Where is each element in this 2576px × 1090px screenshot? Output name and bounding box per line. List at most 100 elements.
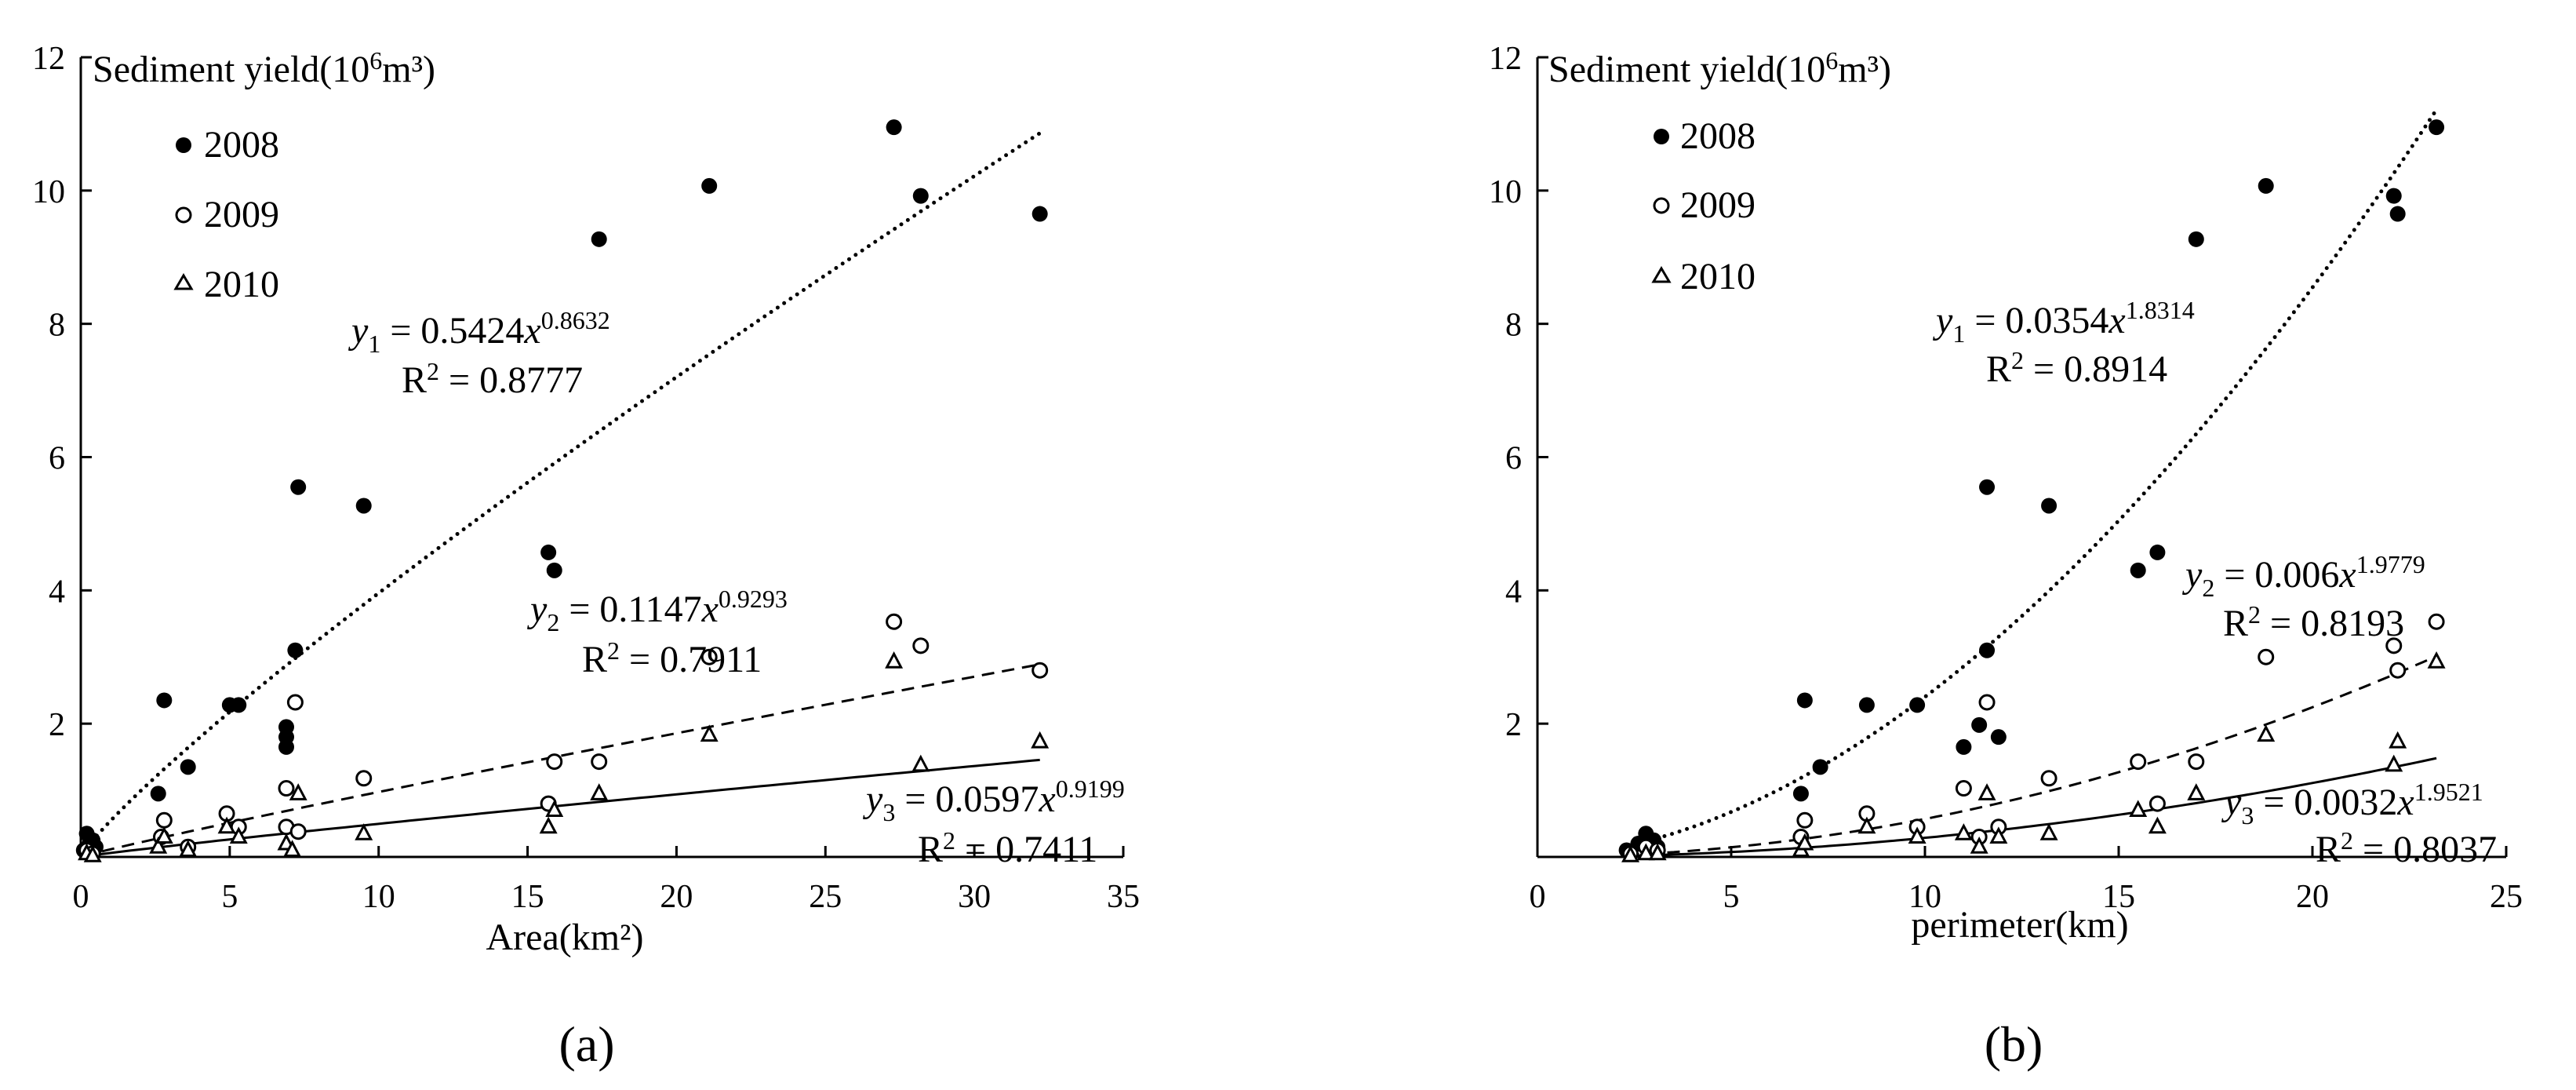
- fit-equation-y2: y2 = 0.006x1.9779: [2181, 550, 2425, 602]
- data-point-2010: [149, 837, 168, 854]
- data-point-2010: [1636, 843, 1655, 861]
- data-point-2008: [1971, 716, 1988, 733]
- data-point-2010: [217, 816, 236, 834]
- fit-equation-y1: y1 = 0.0354x1.8314: [1932, 296, 2195, 348]
- y-tick-label: 2: [49, 707, 65, 743]
- data-point-2009: [1955, 780, 1972, 797]
- legend-label-2010: 2010: [1680, 256, 1756, 297]
- legend-label-2009: 2009: [204, 194, 279, 235]
- fit-equation-y3: y3 = 0.0032x1.9521: [2221, 778, 2483, 829]
- data-point-2008: [2130, 562, 2146, 578]
- data-point-2009: [2130, 753, 2147, 771]
- data-point-2008: [1796, 692, 1813, 709]
- panel-label-a: (a): [558, 1016, 614, 1072]
- x-tick-label: 25: [809, 879, 842, 915]
- data-point-2010: [355, 823, 373, 840]
- x-tick-label: 10: [1908, 879, 1941, 915]
- x-tick-label: 15: [2102, 879, 2135, 915]
- legend-marker-2008: [1654, 129, 1669, 144]
- data-point-2010: [2389, 731, 2407, 749]
- data-point-2010: [1621, 845, 1640, 862]
- data-point-2010: [1648, 843, 1667, 861]
- data-point-2010: [2427, 651, 2446, 669]
- y-tick-label: 4: [49, 574, 65, 610]
- data-point-2009: [886, 613, 903, 630]
- legend-marker-2009: [1653, 197, 1670, 214]
- data-point-2008: [1031, 206, 1048, 222]
- data-point-2009: [2428, 613, 2445, 630]
- data-point-2010: [2039, 823, 2058, 840]
- data-point-2010: [2187, 783, 2206, 800]
- data-point-2008: [150, 786, 166, 802]
- fit-equation-y1: y1 = 0.5424x0.8632: [347, 306, 610, 358]
- data-point-2010: [1954, 823, 1973, 840]
- data-point-2008: [290, 479, 307, 495]
- data-point-2010: [1031, 731, 1050, 749]
- data-point-2009: [1796, 811, 1814, 829]
- data-point-2010: [1989, 826, 2008, 844]
- data-point-2008: [1979, 479, 1996, 495]
- data-point-2008: [355, 498, 372, 514]
- data-point-2009: [546, 753, 563, 771]
- x-tick-label: 5: [1723, 879, 1740, 915]
- data-point-2008: [2429, 119, 2445, 136]
- data-point-2008: [231, 697, 247, 713]
- y-axis-label: Sediment yield(106m³): [93, 46, 435, 90]
- data-point-2010: [2148, 816, 2167, 834]
- data-point-2008: [287, 642, 304, 658]
- legend: 2008 2009 2010: [173, 124, 279, 305]
- data-point-2009: [355, 770, 373, 787]
- data-point-2008: [2188, 231, 2204, 247]
- data-point-2010: [155, 826, 173, 844]
- legend-marker-2010: [1651, 266, 1672, 283]
- x-tick-label: 15: [511, 879, 544, 915]
- x-tick-label: 30: [958, 879, 991, 915]
- data-point-2008: [1990, 729, 2007, 746]
- y-tick-label: 6: [49, 441, 65, 477]
- data-point-2010: [1970, 837, 1988, 854]
- legend-label-2009: 2009: [1680, 184, 1756, 226]
- data-point-2008: [2258, 177, 2274, 194]
- data-point-2010: [539, 816, 558, 834]
- data-point-2009: [2188, 753, 2205, 771]
- legend-label-2008: 2008: [204, 124, 279, 166]
- fit-line-y1: [80, 131, 1042, 856]
- x-tick-label: 0: [1530, 879, 1546, 915]
- data-point-2009: [2258, 648, 2275, 665]
- data-point-2009: [591, 753, 608, 771]
- fit-equation-y3: y3 = 0.0597x0.9199: [862, 775, 1125, 826]
- x-tick-label: 20: [660, 879, 693, 915]
- legend-marker-2008: [176, 137, 191, 153]
- fit-r2-y2: R2 = 0.7911: [582, 636, 762, 680]
- data-point-2010: [2385, 754, 2403, 772]
- data-point-2008: [2149, 544, 2166, 560]
- data-point-2008: [180, 759, 196, 775]
- y-axis-label: Sediment yield(106m³): [1548, 46, 1891, 90]
- x-tick-label: 35: [1107, 879, 1140, 915]
- data-point-2010: [700, 724, 719, 742]
- data-point-2009: [289, 823, 307, 840]
- data-point-2008: [546, 562, 562, 578]
- y-tick-label: 4: [1505, 574, 1522, 610]
- data-point-2008: [1956, 738, 1972, 755]
- data-point-2008: [2385, 188, 2402, 204]
- fit-line-y2: [1626, 654, 2437, 856]
- data-point-2009: [700, 648, 718, 665]
- data-point-2010: [590, 783, 609, 800]
- y-tick-label: 8: [49, 308, 65, 344]
- data-point-2010: [289, 783, 307, 800]
- data-point-2010: [83, 845, 102, 862]
- data-point-2009: [286, 694, 304, 711]
- data-point-2009: [278, 780, 295, 797]
- data-point-2010: [545, 800, 564, 818]
- legend-marker-2009: [175, 206, 192, 224]
- y-tick-label: 10: [32, 174, 65, 210]
- x-tick-label: 20: [2296, 879, 2329, 915]
- data-point-2008: [1979, 642, 1996, 658]
- y-tick-label: 12: [1489, 41, 1522, 77]
- y-tick-label: 12: [32, 41, 65, 77]
- data-point-2009: [1978, 694, 1996, 711]
- data-point-2008: [2389, 206, 2406, 222]
